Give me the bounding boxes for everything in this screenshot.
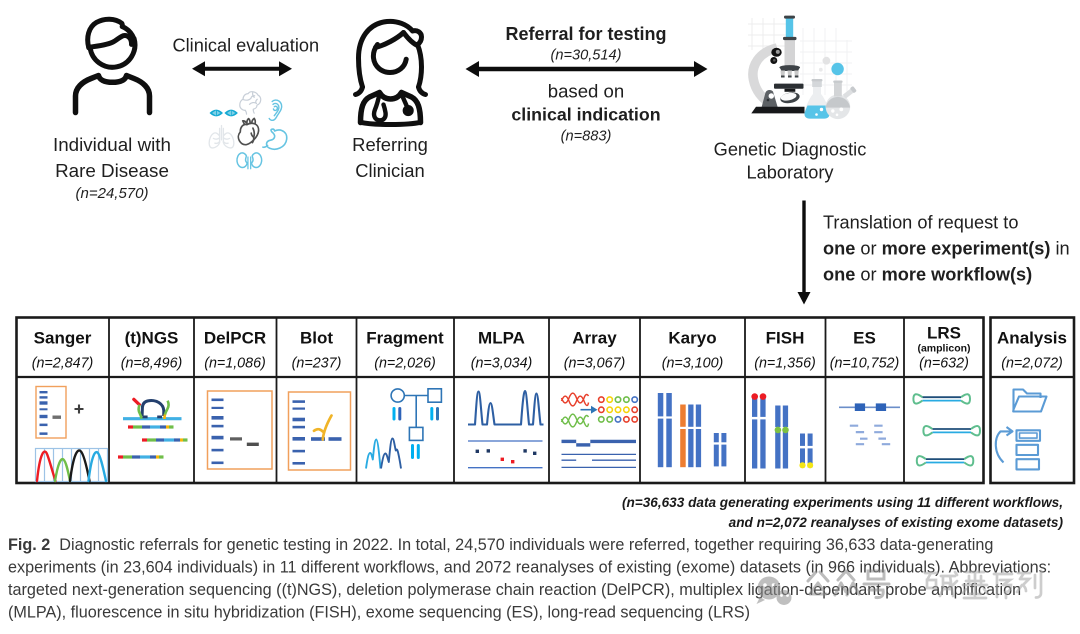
svg-text:Genetic Diagnostic: Genetic Diagnostic [714,140,867,160]
svg-text:based on: based on [548,81,625,102]
svg-text:(n=2,072): (n=2,072) [1001,356,1063,372]
svg-text:Referral for testing: Referral for testing [505,24,666,44]
svg-text:(t)NGS: (t)NGS [125,329,179,348]
svg-text:and n=2,072 reanalyses of exis: and n=2,072 reanalyses of existing exome… [729,515,1064,530]
svg-text:Individual with: Individual with [53,134,171,155]
svg-text:(n=3,100): (n=3,100) [662,356,724,372]
svg-text:Clinical evaluation: Clinical evaluation [173,36,320,56]
svg-text:Array: Array [572,329,617,348]
svg-text:FISH: FISH [766,329,805,348]
svg-text:(n=3,034): (n=3,034) [471,356,533,372]
svg-text:one or more experiment(s) in: one or more experiment(s) in [823,239,1070,259]
svg-text:LRS: LRS [927,324,961,343]
svg-text:Sanger: Sanger [34,329,92,348]
svg-text:(n=3,067): (n=3,067) [564,356,626,372]
svg-text:(n=237): (n=237) [292,356,342,372]
svg-text:Fragment: Fragment [366,329,444,348]
svg-text:(MLPA), fluorescence in situ h: (MLPA), fluorescence in situ hybridizati… [8,604,750,622]
svg-text:Laboratory: Laboratory [747,163,835,183]
svg-text:(n=1,356): (n=1,356) [754,356,816,372]
svg-text:(n=632): (n=632) [919,356,969,372]
svg-text:(amplicon): (amplicon) [917,343,970,355]
svg-text:Analysis: Analysis [997,329,1067,348]
svg-text:(n=36,633 data generating expe: (n=36,633 data generating experiments us… [622,495,1063,510]
svg-text:MLPA: MLPA [478,329,525,348]
svg-text:(n=24,570): (n=24,570) [76,185,149,202]
svg-text:experiments (in 23,604 individ: experiments (in 23,604 individuals) in 1… [8,559,1051,577]
svg-text:Referring: Referring [352,134,428,155]
svg-text:Rare Disease: Rare Disease [55,160,169,181]
svg-text:(n=2,847): (n=2,847) [32,356,94,372]
svg-text:(n=1,086): (n=1,086) [204,356,266,372]
svg-text:Blot: Blot [300,329,333,348]
svg-text:(n=10,752): (n=10,752) [830,356,900,372]
svg-text:Karyo: Karyo [668,329,716,348]
svg-text:(n=2,026): (n=2,026) [374,356,436,372]
svg-text:clinical indication: clinical indication [511,105,660,125]
svg-text:Clinician: Clinician [355,160,425,181]
svg-text:(n=8,496): (n=8,496) [121,356,183,372]
svg-text:DelPCR: DelPCR [204,329,266,348]
svg-text:Translation of request to: Translation of request to [823,213,1018,233]
svg-text:(n=883): (n=883) [561,129,612,145]
svg-text:(n=30,514): (n=30,514) [551,48,622,64]
svg-text:one or more workflow(s): one or more workflow(s) [823,265,1032,285]
svg-text:ES: ES [853,329,876,348]
